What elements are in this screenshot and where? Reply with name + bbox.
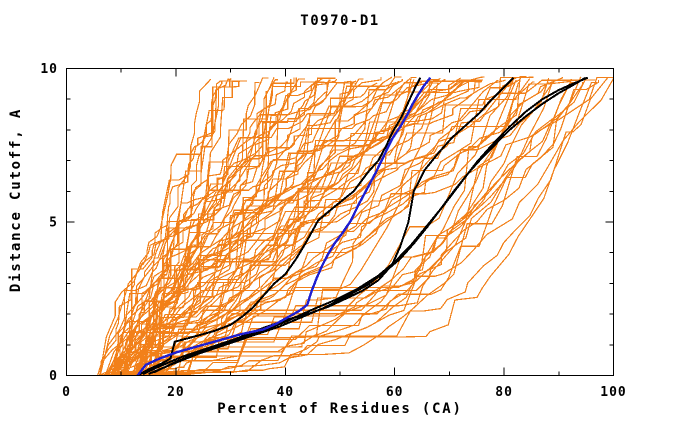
- orange-model-curve: [99, 81, 348, 376]
- x-tick-label: 40: [276, 385, 294, 400]
- black-model-curve: [153, 76, 589, 374]
- orange-model-curve: [113, 81, 482, 376]
- orange-model-curve: [127, 82, 574, 376]
- orange-ensemble-series: [97, 76, 614, 376]
- orange-model-curve: [135, 78, 531, 376]
- orange-model-curve: [105, 76, 564, 376]
- y-axis-label: Distance Cutoff, A: [8, 108, 24, 292]
- y-tick-label: 10: [40, 62, 58, 77]
- orange-model-curve: [97, 78, 232, 376]
- orange-model-curve: [104, 81, 288, 376]
- x-tick-label: 0: [62, 385, 71, 400]
- orange-model-curve: [107, 82, 397, 376]
- orange-model-curve: [99, 76, 393, 376]
- orange-model-curve: [98, 76, 402, 376]
- orange-model-curve: [99, 82, 356, 376]
- x-tick-label: 60: [386, 385, 404, 400]
- orange-model-curve: [132, 82, 439, 376]
- black-reference-series: [137, 76, 589, 376]
- orange-model-curve: [122, 80, 248, 376]
- x-tick-label: 100: [600, 385, 626, 400]
- x-tick-label: 20: [167, 385, 185, 400]
- orange-model-curve: [124, 76, 485, 376]
- orange-model-curve: [116, 79, 403, 376]
- blue-model-curve: [136, 76, 432, 376]
- orange-model-curve: [137, 77, 336, 376]
- axis-tick-labels: 0 20 40 60 80 100 0 5 10: [40, 62, 626, 400]
- orange-model-curve: [137, 79, 483, 376]
- orange-model-curve: [99, 82, 378, 376]
- y-tick-label: 5: [49, 216, 58, 231]
- orange-model-curve: [125, 77, 522, 376]
- x-axis-label: Percent of Residues (CA): [217, 401, 463, 417]
- orange-model-curve: [143, 76, 534, 376]
- orange-model-curve: [116, 79, 578, 376]
- orange-model-curve: [109, 77, 323, 376]
- orange-model-curve: [105, 81, 584, 376]
- blue-highlight-series: [136, 76, 432, 376]
- orange-model-curve: [122, 80, 352, 376]
- x-tick-label: 80: [495, 385, 513, 400]
- y-tick-label: 0: [49, 369, 58, 384]
- orange-model-curve: [146, 77, 609, 376]
- orange-model-curve: [125, 80, 317, 376]
- orange-model-curve: [145, 82, 422, 376]
- chart-title: T0970-D1: [300, 13, 379, 29]
- black-model-curve: [137, 77, 422, 376]
- axis-ticks: [66, 68, 614, 376]
- orange-model-curve: [127, 78, 364, 376]
- orange-model-curve: [119, 81, 597, 376]
- orange-model-curve: [144, 76, 614, 376]
- black-model-curve: [148, 76, 587, 375]
- orange-model-curve: [129, 79, 595, 376]
- orange-model-curve: [112, 79, 506, 376]
- orange-model-curve: [109, 76, 614, 376]
- orange-model-curve: [107, 79, 600, 376]
- orange-model-curve: [112, 77, 441, 376]
